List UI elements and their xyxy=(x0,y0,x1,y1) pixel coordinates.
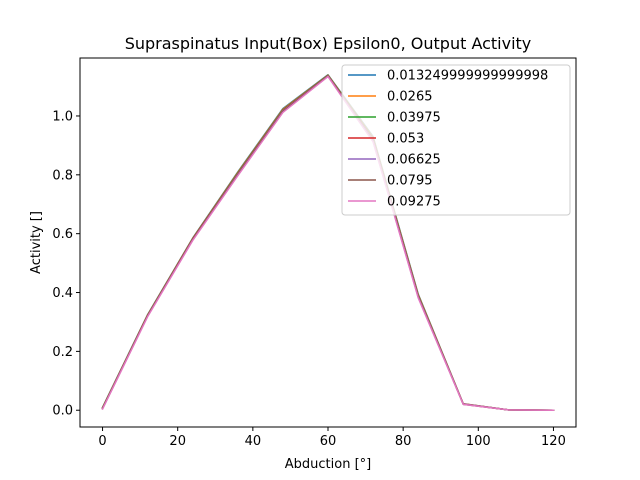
y-axis-label: Activity [] xyxy=(29,211,44,274)
y-tick-label: 0.4 xyxy=(52,286,73,301)
legend-entry: 0.06625 xyxy=(348,153,441,168)
y-tick-label: 1.0 xyxy=(52,109,73,124)
legend-label: 0.0795 xyxy=(387,174,433,189)
y-tick: 0.2 xyxy=(52,345,80,360)
y-tick: 0.6 xyxy=(52,227,80,242)
y-tick: 0.0 xyxy=(52,404,80,419)
legend: 0.013249999999999998 0.0265 0.03975 0.053 0.… xyxy=(341,64,571,216)
chart-title: Supraspinatus Input(Box) Epsilon0, Outpu… xyxy=(125,34,532,53)
y-tick-label: 0.6 xyxy=(52,227,73,242)
y-tick: 0.8 xyxy=(52,168,80,183)
x-tick-label: 80 xyxy=(395,434,412,449)
legend-label: 0.0265 xyxy=(387,90,433,105)
plot-area-frame xyxy=(79,57,577,428)
x-tick-label: 100 xyxy=(466,434,491,449)
legend-entry: 0.053 xyxy=(348,132,424,147)
x-tick: 0 xyxy=(98,427,107,449)
y-tick: 1.0 xyxy=(52,109,80,124)
x-tick: 20 xyxy=(169,427,186,449)
legend-entry: 0.03975 xyxy=(348,111,441,126)
x-tick-label: 40 xyxy=(245,434,262,449)
x-axis-label: Abduction [°] xyxy=(285,457,371,472)
x-tick: 80 xyxy=(395,427,412,449)
legend-label: 0.053 xyxy=(387,132,424,147)
axis-ticks: 0 20 40 60 80 100 120 0.0 0.2 0.4 0.6 0.8 1.0 xyxy=(52,109,566,449)
legend-entry: 0.0795 xyxy=(348,174,433,189)
x-tick-label: 120 xyxy=(541,434,566,449)
legend-label: 0.06625 xyxy=(387,153,441,168)
legend-label: 0.09275 xyxy=(387,195,441,210)
x-tick-label: 20 xyxy=(169,434,186,449)
legend-box xyxy=(341,64,571,216)
x-tick: 120 xyxy=(541,427,566,449)
x-tick: 100 xyxy=(466,427,491,449)
legend-label: 0.013249999999999998 xyxy=(387,69,548,84)
legend-entry: 0.013249999999999998 xyxy=(348,69,548,84)
x-tick: 60 xyxy=(320,427,337,449)
legend-label: 0.03975 xyxy=(387,111,441,126)
y-tick: 0.4 xyxy=(52,286,80,301)
legend-entry: 0.0265 xyxy=(348,90,433,105)
x-tick: 40 xyxy=(245,427,262,449)
y-tick-label: 0.8 xyxy=(52,168,73,183)
y-tick-label: 0.0 xyxy=(52,404,73,419)
legend-entry: 0.09275 xyxy=(348,195,441,210)
series-lines xyxy=(101,74,555,411)
series-line-7 xyxy=(101,75,555,411)
y-tick-label: 0.2 xyxy=(52,345,73,360)
x-tick-label: 60 xyxy=(320,434,337,449)
x-tick-label: 0 xyxy=(98,434,106,449)
